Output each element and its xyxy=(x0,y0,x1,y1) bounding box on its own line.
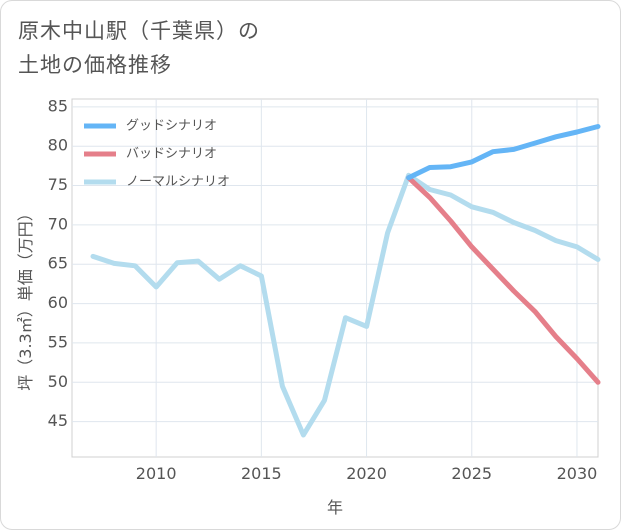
y-tick-label: 70 xyxy=(48,214,68,233)
chart-title: 原木中山駅（千葉県）の 土地の価格推移 xyxy=(18,14,260,82)
y-tick-label: 55 xyxy=(48,332,68,351)
legend-label: ノーマルシナリオ xyxy=(126,175,230,190)
y-tick-label: 75 xyxy=(48,175,68,194)
series-line-2 xyxy=(90,172,601,438)
series-lines xyxy=(90,124,601,438)
legend-label: グッドシナリオ xyxy=(126,119,217,134)
y-tick-label: 60 xyxy=(48,293,68,312)
legend-label: バッドシナリオ xyxy=(126,147,217,162)
y-tick-label: 80 xyxy=(48,136,68,155)
axis-ticks: 45 50 55 60 65 70 75 80 85 2010 2015 2020 2025 2030 xyxy=(48,96,598,483)
x-tick-label: 2010 xyxy=(136,464,177,483)
y-axis-label: 坪（3.3㎡）単価（万円） xyxy=(16,205,35,390)
x-axis-label: 年 xyxy=(327,498,343,517)
series-line-0 xyxy=(406,124,601,181)
x-tick-label: 2015 xyxy=(241,464,282,483)
y-tick-label: 85 xyxy=(48,96,68,115)
x-tick-label: 2030 xyxy=(557,464,598,483)
y-tick-label: 45 xyxy=(48,411,68,430)
grid xyxy=(72,99,598,457)
plot-frame xyxy=(71,98,599,458)
x-tick-label: 2020 xyxy=(346,464,387,483)
y-tick-label: 65 xyxy=(48,254,68,273)
series-line-1 xyxy=(406,175,601,385)
x-tick-label: 2025 xyxy=(451,464,492,483)
y-tick-label: 50 xyxy=(48,372,68,391)
chart-title-line1: 原木中山駅（千葉県）の xyxy=(18,19,260,43)
chart-title-line2: 土地の価格推移 xyxy=(18,53,172,77)
